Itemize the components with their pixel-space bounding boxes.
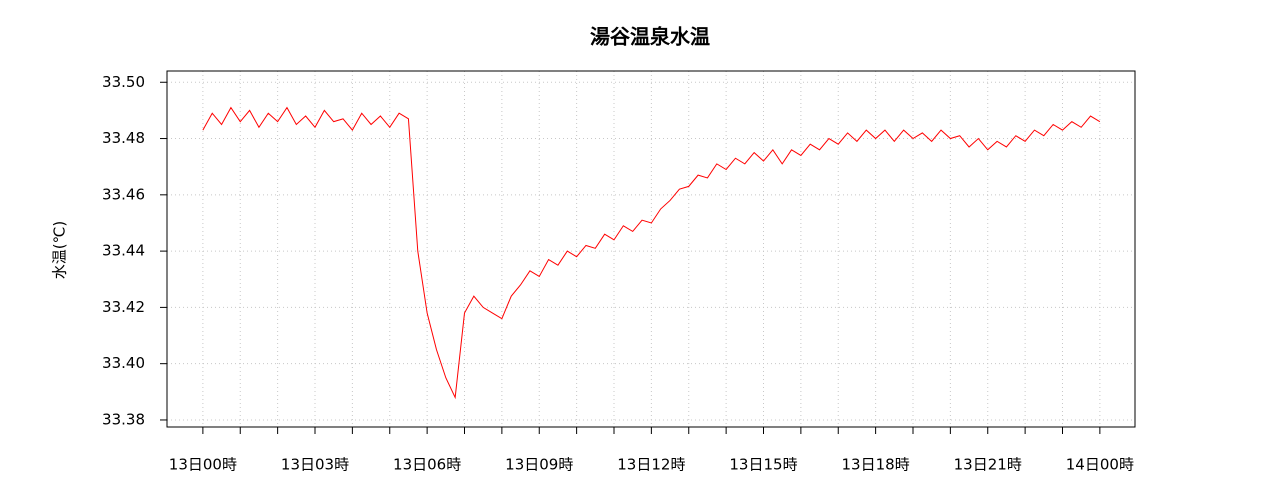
x-tick-label: 13日21時 [954, 456, 1022, 474]
x-tick-label: 13日09時 [505, 456, 573, 474]
chart-title: 湯谷温泉水温 [590, 25, 710, 49]
y-axis-label: 水温(℃) [51, 221, 69, 280]
x-tick-label: 13日03時 [281, 456, 349, 474]
plot-frame [166, 70, 1136, 428]
y-tick-label: 33.50 [102, 73, 145, 91]
x-tick-label: 13日15時 [729, 456, 797, 474]
x-tick-label: 13日12時 [617, 456, 685, 474]
data-line [202, 106, 1101, 400]
x-tick-label: 13日00時 [169, 456, 237, 474]
y-tick-label: 33.40 [102, 354, 145, 372]
x-tick-label: 13日18時 [842, 456, 910, 474]
y-tick-label: 33.38 [102, 410, 145, 428]
x-tick-label: 14日00時 [1066, 456, 1134, 474]
y-tick-label: 33.48 [102, 129, 145, 147]
y-tick-label: 33.44 [102, 242, 145, 260]
x-tick-label: 13日06時 [393, 456, 461, 474]
y-tick-label: 33.46 [102, 185, 145, 203]
y-tick-label: 33.42 [102, 298, 145, 316]
